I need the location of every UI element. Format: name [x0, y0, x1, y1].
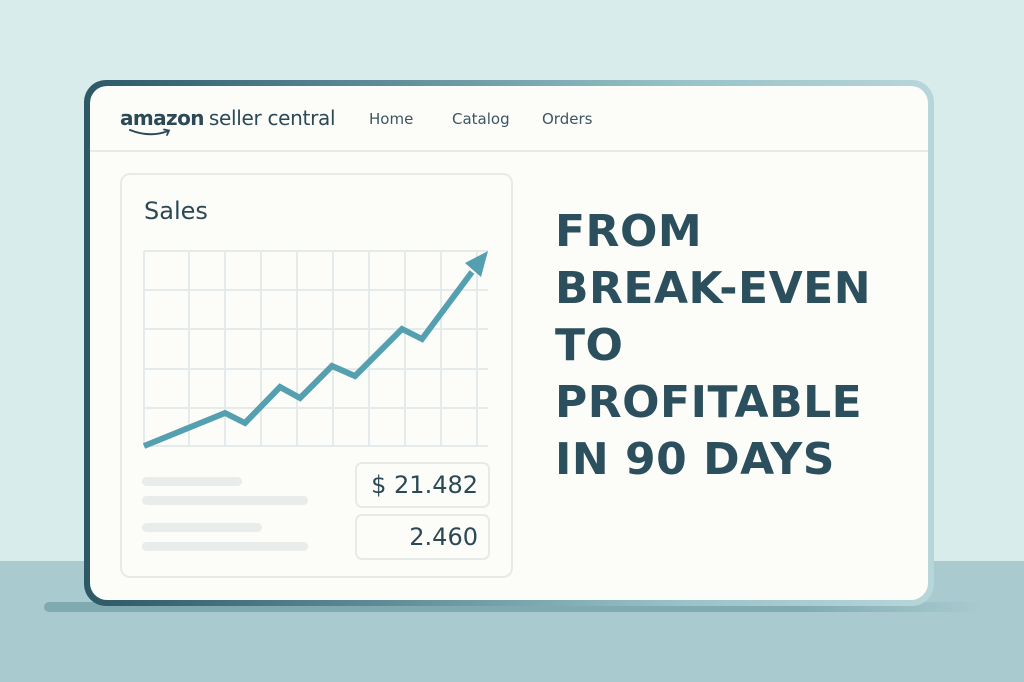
sales-trend-line [142, 270, 475, 449]
trend-arrowhead-icon [465, 251, 488, 277]
amazon-smile-icon [129, 128, 171, 136]
nav-home[interactable]: Home [369, 110, 414, 128]
revenue-value: $ 21.482 [371, 471, 478, 499]
sales-card-title: Sales [144, 197, 208, 225]
nav-catalog[interactable]: Catalog [452, 110, 510, 128]
sales-line-chart [142, 250, 488, 449]
top-navigation-bar: amazon seller central Home Catalog Order… [90, 86, 928, 152]
placeholder-line [142, 542, 308, 551]
placeholder-line [142, 523, 262, 532]
seller-central-screen: amazon seller central Home Catalog Order… [90, 86, 928, 600]
headline-line: IN 90 DAYS [555, 434, 835, 485]
sales-card: Sales [120, 173, 513, 578]
logo-brand: amazon [120, 106, 204, 130]
amazon-seller-central-logo[interactable]: amazon seller central [120, 106, 336, 138]
logo-suffix: seller central [208, 106, 336, 130]
headline-line: BREAK-EVEN [555, 263, 872, 314]
nav-orders[interactable]: Orders [542, 110, 593, 128]
headline: FROM BREAK-EVEN TO PROFITABLE IN 90 DAYS [555, 203, 871, 488]
revenue-value-box: $ 21.482 [355, 462, 490, 508]
units-value: 2.460 [409, 523, 478, 551]
headline-line: TO [555, 320, 624, 371]
device-shadow [44, 602, 984, 612]
chart-grid [143, 250, 488, 447]
headline-line: FROM [555, 206, 703, 257]
placeholder-line [142, 496, 308, 505]
headline-line: PROFITABLE [555, 377, 863, 428]
placeholder-line [142, 477, 242, 486]
units-value-box: 2.460 [355, 514, 490, 560]
